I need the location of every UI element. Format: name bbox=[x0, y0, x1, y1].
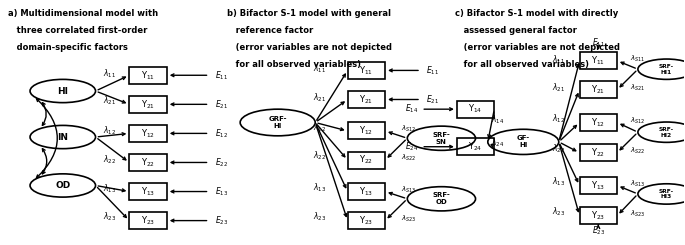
Text: $\mathrm{Y}_{22}$: $\mathrm{Y}_{22}$ bbox=[591, 147, 606, 159]
Text: reference factor: reference factor bbox=[227, 26, 313, 35]
Text: $\lambda_{14}$: $\lambda_{14}$ bbox=[491, 113, 505, 126]
Text: $\mathrm{Y}_{12}$: $\mathrm{Y}_{12}$ bbox=[360, 125, 373, 137]
Text: $\mathrm{Y}_{11}$: $\mathrm{Y}_{11}$ bbox=[141, 69, 155, 82]
Text: $\mathrm{Y}_{22}$: $\mathrm{Y}_{22}$ bbox=[141, 156, 155, 169]
Text: $\lambda_{13}$: $\lambda_{13}$ bbox=[552, 175, 565, 188]
Text: domain-specific factors: domain-specific factors bbox=[8, 43, 128, 51]
Text: $\lambda_{23}$: $\lambda_{23}$ bbox=[313, 210, 327, 223]
Text: SRF-
OD: SRF- OD bbox=[432, 192, 450, 205]
Text: $\lambda_{S13}$: $\lambda_{S13}$ bbox=[630, 179, 645, 189]
Text: $\mathrm{Y}_{13}$: $\mathrm{Y}_{13}$ bbox=[141, 185, 155, 198]
Text: $\lambda_{22}$: $\lambda_{22}$ bbox=[103, 153, 116, 166]
Text: $E_{11}$: $E_{11}$ bbox=[215, 69, 228, 82]
Text: $\mathrm{Y}_{12}$: $\mathrm{Y}_{12}$ bbox=[591, 116, 606, 129]
Text: $E_{11}$: $E_{11}$ bbox=[592, 36, 605, 49]
Text: $\lambda_{13}$: $\lambda_{13}$ bbox=[313, 181, 327, 194]
Text: $\mathrm{Y}_{13}$: $\mathrm{Y}_{13}$ bbox=[359, 185, 373, 198]
Text: for all observed variables): for all observed variables) bbox=[227, 60, 360, 69]
Text: $E_{14}$: $E_{14}$ bbox=[406, 103, 419, 115]
Text: SRF-
SN: SRF- SN bbox=[432, 132, 450, 145]
Text: a) Multidimensional model with: a) Multidimensional model with bbox=[8, 9, 158, 18]
Text: $\mathrm{Y}_{23}$: $\mathrm{Y}_{23}$ bbox=[141, 214, 155, 227]
Text: $\lambda_{22}$: $\lambda_{22}$ bbox=[552, 143, 565, 155]
Text: $\mathrm{Y}_{12}$: $\mathrm{Y}_{12}$ bbox=[141, 127, 155, 140]
Text: $\lambda_{21}$: $\lambda_{21}$ bbox=[314, 91, 327, 104]
Text: $\lambda_{S23}$: $\lambda_{S23}$ bbox=[401, 214, 416, 224]
Text: $\lambda_{S22}$: $\lambda_{S22}$ bbox=[630, 146, 645, 156]
Text: $\lambda_{23}$: $\lambda_{23}$ bbox=[552, 205, 565, 218]
Text: $\lambda_{S13}$: $\lambda_{S13}$ bbox=[401, 184, 416, 195]
Text: $E_{24}$: $E_{24}$ bbox=[406, 140, 419, 153]
Text: $E_{13}$: $E_{13}$ bbox=[215, 185, 228, 198]
Text: $\mathrm{Y}_{11}$: $\mathrm{Y}_{11}$ bbox=[360, 64, 373, 77]
Text: $\mathrm{Y}_{21}$: $\mathrm{Y}_{21}$ bbox=[591, 84, 606, 96]
Text: $E_{21}$: $E_{21}$ bbox=[427, 93, 440, 106]
Text: $\lambda_{12}$: $\lambda_{12}$ bbox=[103, 125, 116, 137]
Text: $\lambda_{23}$: $\lambda_{23}$ bbox=[103, 211, 116, 223]
Text: $\mathrm{Y}_{23}$: $\mathrm{Y}_{23}$ bbox=[359, 214, 373, 227]
Text: $E_{23}$: $E_{23}$ bbox=[215, 214, 228, 227]
Text: for all observed variables): for all observed variables) bbox=[455, 60, 589, 69]
Text: (error variables are not depicted: (error variables are not depicted bbox=[455, 43, 620, 51]
Text: GRF-
HI: GRF- HI bbox=[269, 116, 287, 129]
Text: HI: HI bbox=[58, 86, 68, 96]
Text: b) Bifactor S-1 model with general: b) Bifactor S-1 model with general bbox=[227, 9, 390, 18]
Text: $\mathrm{Y}_{22}$: $\mathrm{Y}_{22}$ bbox=[360, 154, 373, 166]
Text: $E_{12}$: $E_{12}$ bbox=[215, 127, 228, 140]
Text: $\mathrm{Y}_{14}$: $\mathrm{Y}_{14}$ bbox=[469, 103, 483, 115]
Text: three correlated first-order: three correlated first-order bbox=[8, 26, 147, 35]
Text: (error variables are not depicted: (error variables are not depicted bbox=[227, 43, 392, 51]
Text: $\mathrm{Y}_{11}$: $\mathrm{Y}_{11}$ bbox=[591, 54, 606, 67]
Text: SRF-
HI2: SRF- HI2 bbox=[659, 127, 674, 138]
Text: $\lambda_{S22}$: $\lambda_{S22}$ bbox=[401, 153, 416, 163]
Text: $E_{11}$: $E_{11}$ bbox=[427, 64, 440, 77]
Text: $E_{21}$: $E_{21}$ bbox=[215, 98, 228, 110]
Text: GF-
HI: GF- HI bbox=[516, 135, 530, 148]
Text: $\lambda_{11}$: $\lambda_{11}$ bbox=[103, 68, 116, 80]
Text: $\lambda_{S12}$: $\lambda_{S12}$ bbox=[630, 116, 645, 126]
Text: $\lambda_{12}$: $\lambda_{12}$ bbox=[552, 113, 565, 125]
Text: SRF-
HI3: SRF- HI3 bbox=[659, 189, 674, 199]
Text: $\lambda_{13}$: $\lambda_{13}$ bbox=[103, 182, 116, 195]
Text: $\lambda_{S12}$: $\lambda_{S12}$ bbox=[401, 124, 416, 134]
Text: $\mathrm{Y}_{13}$: $\mathrm{Y}_{13}$ bbox=[591, 179, 606, 192]
Text: $\lambda_{22}$: $\lambda_{22}$ bbox=[314, 150, 327, 162]
Text: assessed general factor: assessed general factor bbox=[455, 26, 577, 35]
Text: $\mathrm{Y}_{23}$: $\mathrm{Y}_{23}$ bbox=[591, 209, 606, 222]
Text: $E_{22}$: $E_{22}$ bbox=[215, 156, 228, 169]
Text: $\lambda_{S11}$: $\lambda_{S11}$ bbox=[630, 54, 645, 64]
Text: SRF-
HI1: SRF- HI1 bbox=[659, 64, 674, 75]
Text: $\lambda_{S21}$: $\lambda_{S21}$ bbox=[630, 83, 645, 93]
Text: $\lambda_{11}$: $\lambda_{11}$ bbox=[314, 63, 327, 75]
Text: IN: IN bbox=[58, 133, 68, 142]
Text: $\lambda_{S23}$: $\lambda_{S23}$ bbox=[630, 209, 645, 219]
Text: c) Bifactor S-1 model with directly: c) Bifactor S-1 model with directly bbox=[455, 9, 619, 18]
Text: $\lambda_{12}$: $\lambda_{12}$ bbox=[314, 121, 327, 134]
Text: $\lambda_{24}$: $\lambda_{24}$ bbox=[491, 137, 505, 149]
Text: $\lambda_{21}$: $\lambda_{21}$ bbox=[552, 81, 565, 94]
Text: $\mathrm{Y}_{21}$: $\mathrm{Y}_{21}$ bbox=[141, 98, 155, 110]
Text: $E_{23}$: $E_{23}$ bbox=[592, 224, 605, 236]
Text: $\mathrm{Y}_{21}$: $\mathrm{Y}_{21}$ bbox=[360, 93, 373, 106]
Text: OD: OD bbox=[55, 181, 71, 190]
Text: $\lambda_{21}$: $\lambda_{21}$ bbox=[103, 95, 116, 107]
Text: $\lambda_{11}$: $\lambda_{11}$ bbox=[552, 54, 565, 66]
Text: $\mathrm{Y}_{24}$: $\mathrm{Y}_{24}$ bbox=[469, 140, 483, 153]
